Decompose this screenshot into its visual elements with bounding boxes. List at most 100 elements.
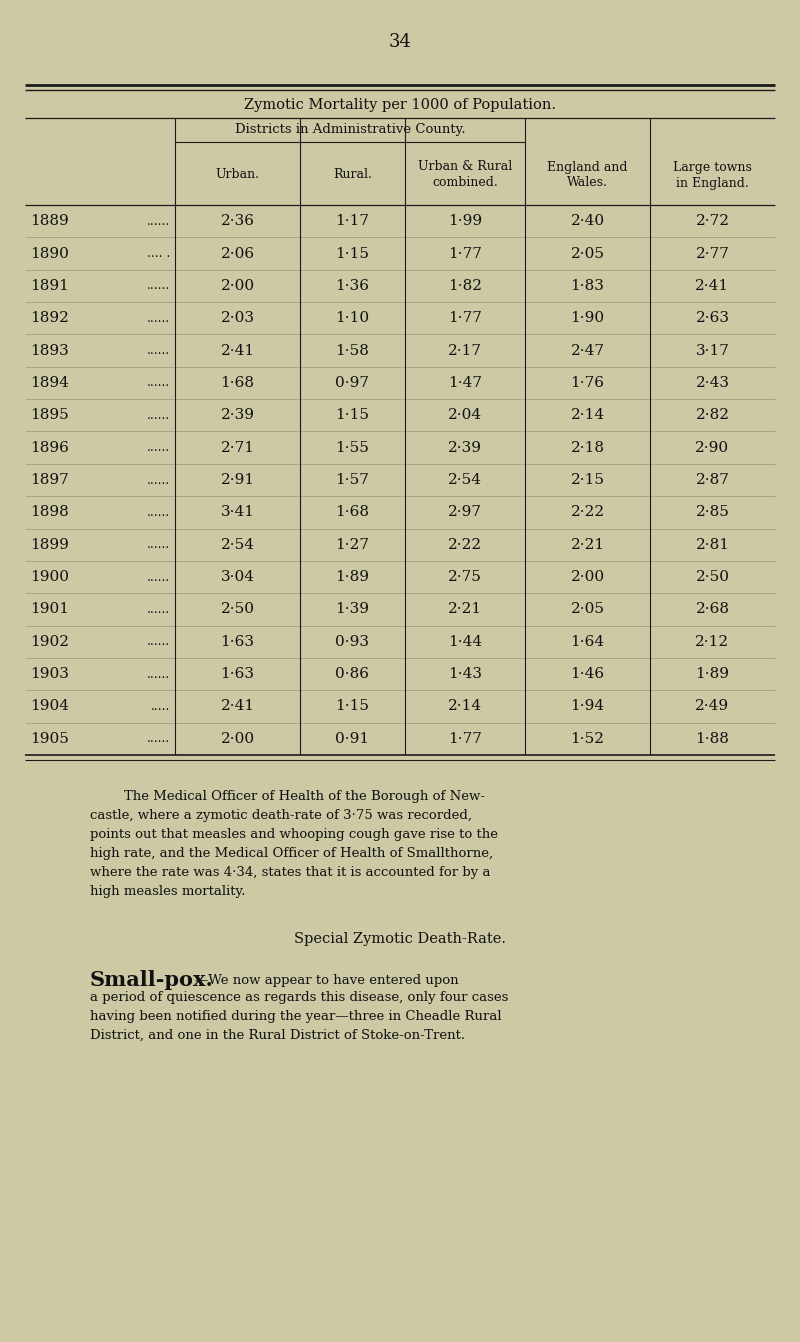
Text: where the rate was 4·34, states that it is accounted for by a: where the rate was 4·34, states that it … <box>90 866 490 879</box>
Text: ......: ...... <box>146 635 170 648</box>
Text: 2·03: 2·03 <box>221 311 254 325</box>
Text: 2·91: 2·91 <box>221 472 254 487</box>
Text: 34: 34 <box>389 34 411 51</box>
Text: 2·63: 2·63 <box>695 311 730 325</box>
Text: having been notified during the year—three in Cheadle Rural: having been notified during the year—thr… <box>90 1011 502 1023</box>
Text: 1892: 1892 <box>30 311 69 325</box>
Text: ......: ...... <box>146 311 170 325</box>
Text: 1899: 1899 <box>30 538 69 552</box>
Text: 2·17: 2·17 <box>448 344 482 357</box>
Text: Urban & Rural: Urban & Rural <box>418 161 512 173</box>
Text: 1891: 1891 <box>30 279 69 293</box>
Text: 2·87: 2·87 <box>695 472 730 487</box>
Text: 2·72: 2·72 <box>695 215 730 228</box>
Text: 2·41: 2·41 <box>695 279 730 293</box>
Text: 0·93: 0·93 <box>335 635 370 648</box>
Text: ......: ...... <box>146 733 170 745</box>
Text: 2·18: 2·18 <box>570 440 605 455</box>
Text: .... .: .... . <box>146 247 170 260</box>
Text: 1893: 1893 <box>30 344 69 357</box>
Text: 1·76: 1·76 <box>570 376 605 391</box>
Text: 2·82: 2·82 <box>695 408 730 423</box>
Text: 1905: 1905 <box>30 731 69 746</box>
Text: 2·49: 2·49 <box>695 699 730 714</box>
Text: ......: ...... <box>146 538 170 552</box>
Text: Large towns: Large towns <box>673 161 752 173</box>
Text: 2·85: 2·85 <box>695 506 730 519</box>
Text: 2·81: 2·81 <box>695 538 730 552</box>
Text: 1901: 1901 <box>30 603 69 616</box>
Text: 0·97: 0·97 <box>335 376 370 391</box>
Text: 2·41: 2·41 <box>221 344 254 357</box>
Text: 1·89: 1·89 <box>335 570 370 584</box>
Text: 2·22: 2·22 <box>448 538 482 552</box>
Text: 1·52: 1·52 <box>570 731 605 746</box>
Text: 0·91: 0·91 <box>335 731 370 746</box>
Text: 1890: 1890 <box>30 247 69 260</box>
Text: 2·12: 2·12 <box>695 635 730 648</box>
Text: 2·54: 2·54 <box>448 472 482 487</box>
Text: 2·97: 2·97 <box>448 506 482 519</box>
Text: 2·21: 2·21 <box>570 538 605 552</box>
Text: The Medical Officer of Health of the Borough of New-: The Medical Officer of Health of the Bor… <box>90 790 485 803</box>
Text: Districts in Administrative County.: Districts in Administrative County. <box>234 123 466 137</box>
Text: 2·06: 2·06 <box>221 247 254 260</box>
Text: Wales.: Wales. <box>567 177 608 189</box>
Text: 2·15: 2·15 <box>570 472 605 487</box>
Text: Small-pox.: Small-pox. <box>90 970 214 990</box>
Text: District, and one in the Rural District of Stoke-on-Trent.: District, and one in the Rural District … <box>90 1029 465 1041</box>
Text: 3·04: 3·04 <box>221 570 254 584</box>
Text: 3·41: 3·41 <box>221 506 254 519</box>
Text: 2·14: 2·14 <box>448 699 482 714</box>
Text: 2·71: 2·71 <box>221 440 254 455</box>
Text: 1900: 1900 <box>30 570 69 584</box>
Text: 2·43: 2·43 <box>695 376 730 391</box>
Text: 1·15: 1·15 <box>335 247 370 260</box>
Text: 1·90: 1·90 <box>570 311 605 325</box>
Text: 1·27: 1·27 <box>335 538 370 552</box>
Text: 1·88: 1·88 <box>695 731 730 746</box>
Text: a period of quiescence as regards this disease, only four cases: a period of quiescence as regards this d… <box>90 990 508 1004</box>
Text: ......: ...... <box>146 506 170 519</box>
Text: 1·15: 1·15 <box>335 408 370 423</box>
Text: 2·54: 2·54 <box>221 538 254 552</box>
Text: 1·64: 1·64 <box>570 635 605 648</box>
Text: 2·90: 2·90 <box>695 440 730 455</box>
Text: 1·47: 1·47 <box>448 376 482 391</box>
Text: 2·39: 2·39 <box>448 440 482 455</box>
Text: 2·75: 2·75 <box>448 570 482 584</box>
Text: 2·39: 2·39 <box>221 408 254 423</box>
Text: Rural.: Rural. <box>333 169 372 181</box>
Text: 1·15: 1·15 <box>335 699 370 714</box>
Text: in England.: in England. <box>676 177 749 189</box>
Text: 2·36: 2·36 <box>221 215 254 228</box>
Text: ......: ...... <box>146 344 170 357</box>
Text: 2·50: 2·50 <box>695 570 730 584</box>
Text: points out that measles and whooping cough gave rise to the: points out that measles and whooping cou… <box>90 828 498 841</box>
Text: ......: ...... <box>146 442 170 454</box>
Text: 2·77: 2·77 <box>695 247 730 260</box>
Text: 2·00: 2·00 <box>221 279 254 293</box>
Text: 1889: 1889 <box>30 215 69 228</box>
Text: 2·40: 2·40 <box>570 215 605 228</box>
Text: 1·63: 1·63 <box>221 635 254 648</box>
Text: 1·83: 1·83 <box>570 279 605 293</box>
Text: 1·55: 1·55 <box>335 440 370 455</box>
Text: 1·68: 1·68 <box>221 376 254 391</box>
Text: 2·21: 2·21 <box>448 603 482 616</box>
Text: 1·58: 1·58 <box>335 344 370 357</box>
Text: 1·77: 1·77 <box>448 731 482 746</box>
Text: 1898: 1898 <box>30 506 69 519</box>
Text: —We now appear to have entered upon: —We now appear to have entered upon <box>195 974 458 986</box>
Text: 2·00: 2·00 <box>570 570 605 584</box>
Text: ......: ...... <box>146 474 170 487</box>
Text: 1897: 1897 <box>30 472 69 487</box>
Text: 1895: 1895 <box>30 408 69 423</box>
Text: 1902: 1902 <box>30 635 69 648</box>
Text: ......: ...... <box>146 279 170 293</box>
Text: 1904: 1904 <box>30 699 69 714</box>
Text: 2·00: 2·00 <box>221 731 254 746</box>
Text: 1·10: 1·10 <box>335 311 370 325</box>
Text: 1·39: 1·39 <box>335 603 370 616</box>
Text: 3·17: 3·17 <box>695 344 730 357</box>
